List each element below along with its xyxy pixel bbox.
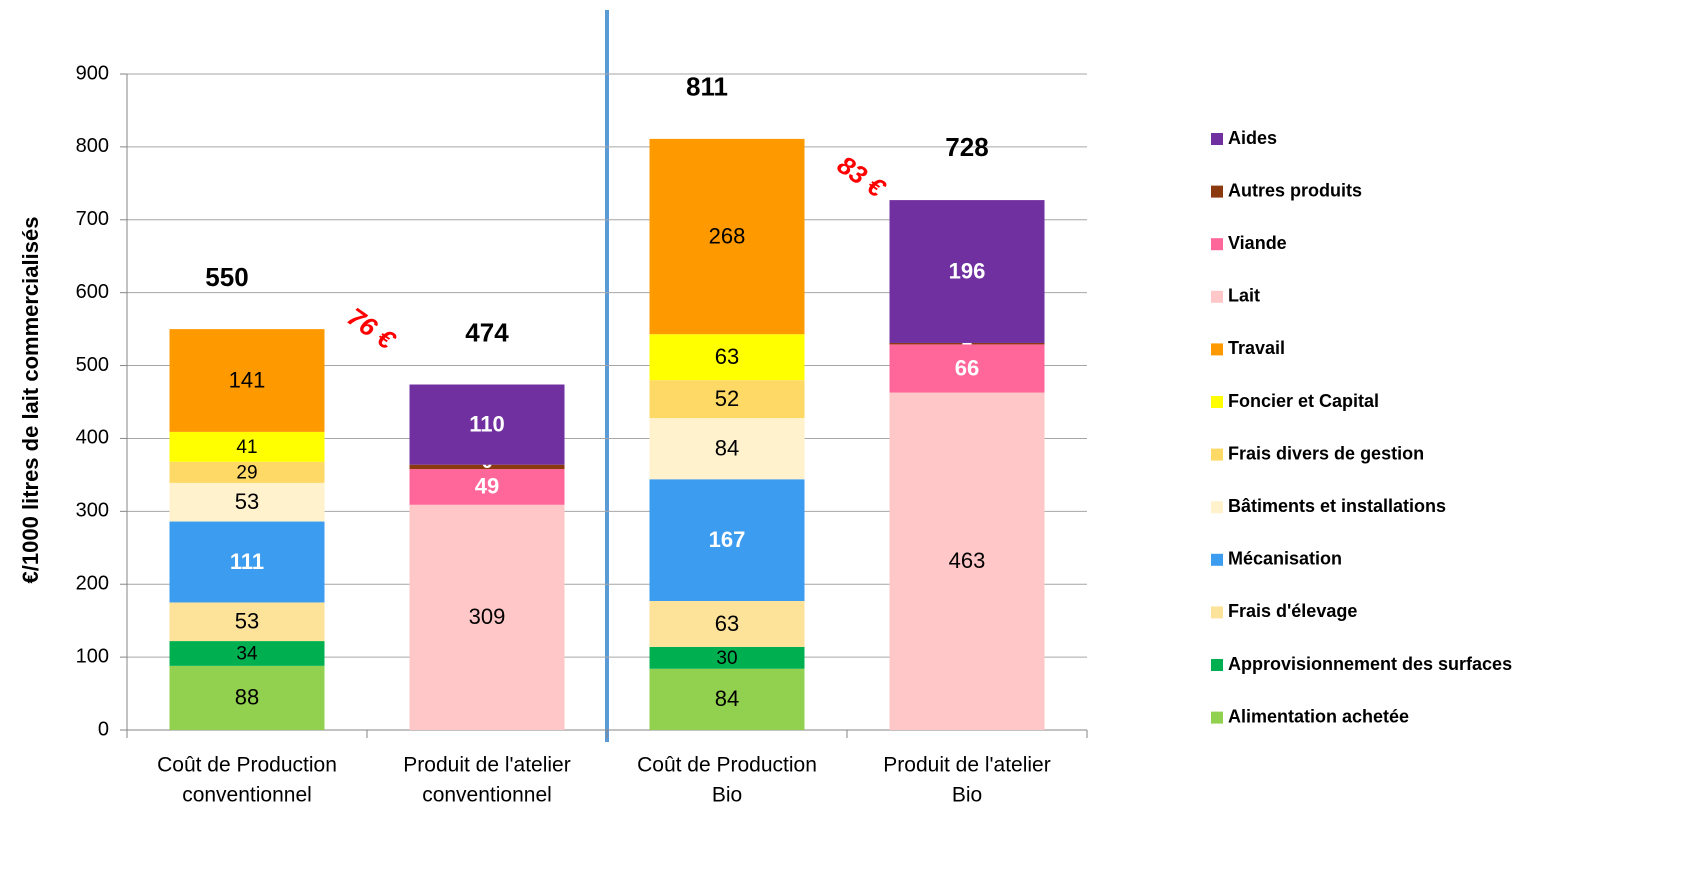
legend-label: Approvisionnement des surfaces: [1228, 654, 1512, 674]
bar-segment: [649, 646, 805, 669]
x-tick-label: Bio: [952, 784, 982, 807]
bar-segment: [889, 392, 1045, 730]
y-tick-label: 100: [76, 645, 109, 667]
bar-segment: [649, 479, 805, 601]
bar-segment: [409, 504, 565, 730]
y-tick-label: 600: [76, 281, 109, 303]
bar-segment: [169, 665, 325, 730]
legend-label: Mécanisation: [1228, 549, 1342, 569]
annotation: 76 €: [342, 301, 402, 355]
data-label: 463: [949, 548, 986, 573]
data-label: 141: [229, 367, 266, 392]
data-label: 84: [715, 686, 739, 711]
bar-segment: [169, 482, 325, 522]
bar-segment: [169, 521, 325, 603]
bar-segment: [649, 138, 805, 335]
legend-label: Viande: [1228, 233, 1287, 253]
x-tick-label: conventionnel: [182, 784, 312, 807]
data-label: 52: [715, 386, 739, 411]
bar-segment: [409, 464, 565, 470]
annotation: 83 €: [832, 149, 892, 203]
x-tick-label: Coût de Production: [637, 754, 817, 777]
data-label: 29: [236, 462, 257, 483]
data-label: 41: [236, 437, 257, 458]
data-label: 63: [715, 611, 739, 636]
x-tick-label: Produit de l'atelier: [883, 754, 1050, 777]
y-tick-label: 400: [76, 427, 109, 449]
legend-swatch: [1211, 659, 1223, 671]
bar-segment: [169, 602, 325, 642]
legend-label: Foncier et Capital: [1228, 391, 1379, 411]
bar-segment: [649, 418, 805, 480]
legend-swatch: [1211, 290, 1223, 303]
y-axis-title: €/1000 litres de lait commercialisés: [18, 217, 43, 584]
legend-label: Aides: [1228, 128, 1277, 148]
bar-segment: [649, 380, 805, 419]
x-tick-label: Produit de l'atelier: [403, 754, 570, 777]
x-tick-label: Bio: [712, 784, 742, 807]
data-label: 53: [235, 609, 259, 634]
legend-swatch: [1211, 238, 1223, 251]
total-label: 811: [686, 72, 728, 102]
data-label: 84: [715, 435, 739, 460]
bar-segment: [889, 344, 1045, 393]
legend-swatch: [1211, 553, 1223, 566]
legend-label: Travail: [1228, 338, 1285, 358]
y-tick-label: 0: [98, 718, 109, 740]
y-tick-label: 800: [76, 135, 109, 157]
legend-swatch: [1211, 396, 1223, 408]
data-label: 66: [955, 355, 979, 380]
legend-label: Frais divers de gestion: [1228, 443, 1424, 463]
data-label: 268: [709, 223, 746, 248]
legend-label: Bâtiments et installations: [1228, 496, 1446, 516]
x-tick-label: conventionnel: [422, 784, 552, 807]
data-label: 196: [949, 258, 986, 283]
data-label: 309: [469, 604, 506, 629]
legend-swatch: [1211, 448, 1223, 461]
y-tick-label: 300: [76, 500, 109, 522]
legend-swatch: [1211, 343, 1223, 356]
data-label: 34: [236, 643, 258, 664]
bar-segment: [649, 668, 805, 730]
data-label: 30: [716, 648, 737, 669]
legend-label: Alimentation achetée: [1228, 706, 1409, 726]
data-label: 53: [235, 489, 259, 514]
bar-segment: [409, 469, 565, 505]
bar-segment: [889, 200, 1045, 343]
y-tick-label: 500: [76, 354, 109, 376]
legend-swatch: [1211, 606, 1223, 619]
legend-swatch: [1211, 711, 1223, 724]
bar-segment: [169, 641, 325, 666]
bar-segment: [649, 600, 805, 647]
data-label: 167: [709, 527, 746, 552]
total-label: 474: [465, 317, 509, 347]
legend-swatch: [1211, 185, 1223, 198]
bar-segment: [889, 342, 1045, 345]
bar-segment: [649, 334, 805, 381]
bar-segment: [169, 431, 325, 462]
y-tick-label: 700: [76, 208, 109, 230]
y-tick-label: 900: [76, 62, 109, 84]
bar-segment: [409, 384, 565, 465]
total-label: 728: [945, 132, 988, 162]
bar-segment: [169, 461, 325, 483]
data-label: 88: [235, 685, 259, 710]
legend-label: Autres produits: [1228, 180, 1362, 200]
x-tick-label: Coût de Production: [157, 754, 337, 777]
data-label: 63: [715, 344, 739, 369]
legend-swatch: [1211, 133, 1223, 145]
legend-label: Lait: [1228, 286, 1260, 306]
data-label: 110: [469, 411, 505, 436]
legend-label: Frais d'élevage: [1228, 601, 1357, 621]
total-label: 550: [205, 262, 248, 292]
bar-segment: [169, 329, 325, 432]
legend-swatch: [1211, 501, 1223, 514]
data-label: 49: [475, 474, 499, 499]
y-tick-label: 200: [76, 573, 109, 595]
data-label: 111: [230, 549, 264, 574]
